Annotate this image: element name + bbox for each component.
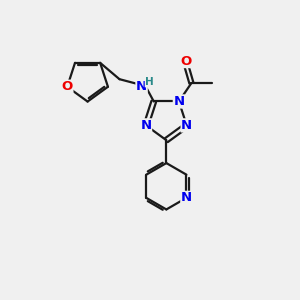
Text: O: O [180,55,192,68]
Text: N: N [136,80,147,92]
Text: O: O [61,80,73,93]
Text: N: N [181,191,192,204]
Text: N: N [181,119,192,132]
Text: N: N [173,95,184,108]
Text: H: H [145,77,154,87]
Text: N: N [140,119,152,132]
